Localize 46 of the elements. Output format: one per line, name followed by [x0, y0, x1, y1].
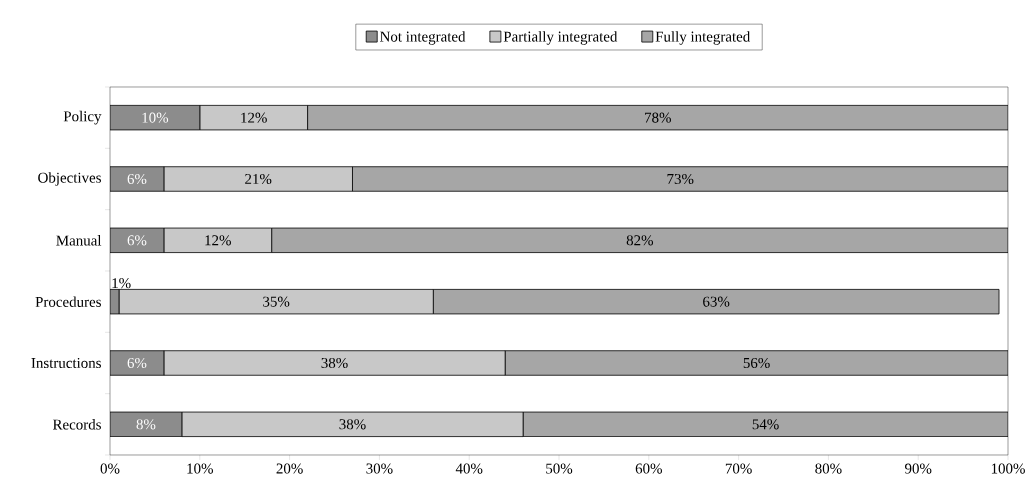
data-label: 78% [645, 112, 671, 123]
data-label: 82% [626, 235, 654, 246]
data-label: 1% [112, 278, 131, 289]
data-label: 54% [752, 419, 779, 430]
x-tick-label: 30% [366, 463, 393, 474]
x-tick-label: 80% [815, 463, 842, 474]
x-tick-label: 70% [725, 463, 752, 474]
bar [522, 411, 1009, 437]
data-label: 6% [127, 235, 147, 246]
data-label: 12% [241, 112, 267, 123]
legend-label: Not integrated [380, 31, 466, 45]
bar [432, 288, 1000, 315]
x-tick-label: 40% [455, 463, 483, 474]
bar [352, 166, 1009, 192]
data-label: 6% [127, 357, 147, 369]
data-label: 21% [245, 173, 272, 185]
data-label: 35% [263, 296, 290, 307]
legend-label: Fully integrated [655, 31, 751, 45]
bar [271, 227, 1009, 253]
x-tick-label: 20% [276, 463, 303, 474]
x-tick-label: 90% [905, 463, 932, 474]
data-label: 10% [142, 112, 169, 123]
data-label: 12% [205, 235, 231, 246]
data-label: 38% [321, 357, 348, 369]
data-label: 8% [136, 419, 156, 430]
x-tick-label: 10% [187, 463, 213, 474]
y-tick-label: Policy [63, 110, 102, 125]
y-tick-label: Instructions [31, 357, 101, 369]
y-tick-label: Procedures [35, 296, 101, 307]
legend-label: Partially integrated [503, 31, 618, 45]
x-tick-label: 60% [635, 463, 662, 474]
x-tick-label: 50% [546, 463, 573, 474]
data-label: 73% [667, 173, 694, 185]
bar [307, 104, 1009, 131]
data-label: 6% [127, 173, 147, 185]
bar [110, 166, 165, 192]
y-tick-label: Records [52, 419, 101, 430]
y-tick-label: Objectives [38, 172, 101, 186]
data-label: 63% [703, 296, 730, 307]
x-tick-label: 100% [991, 463, 1025, 474]
bar [110, 350, 165, 376]
y-tick-label: Manual [56, 235, 102, 246]
data-label: 38% [339, 419, 366, 430]
data-label: 56% [743, 357, 770, 369]
x-tick-label: 0% [100, 463, 120, 474]
bar [504, 350, 1009, 376]
